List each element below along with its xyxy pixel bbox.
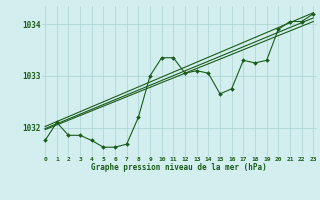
X-axis label: Graphe pression niveau de la mer (hPa): Graphe pression niveau de la mer (hPa) bbox=[91, 163, 267, 172]
